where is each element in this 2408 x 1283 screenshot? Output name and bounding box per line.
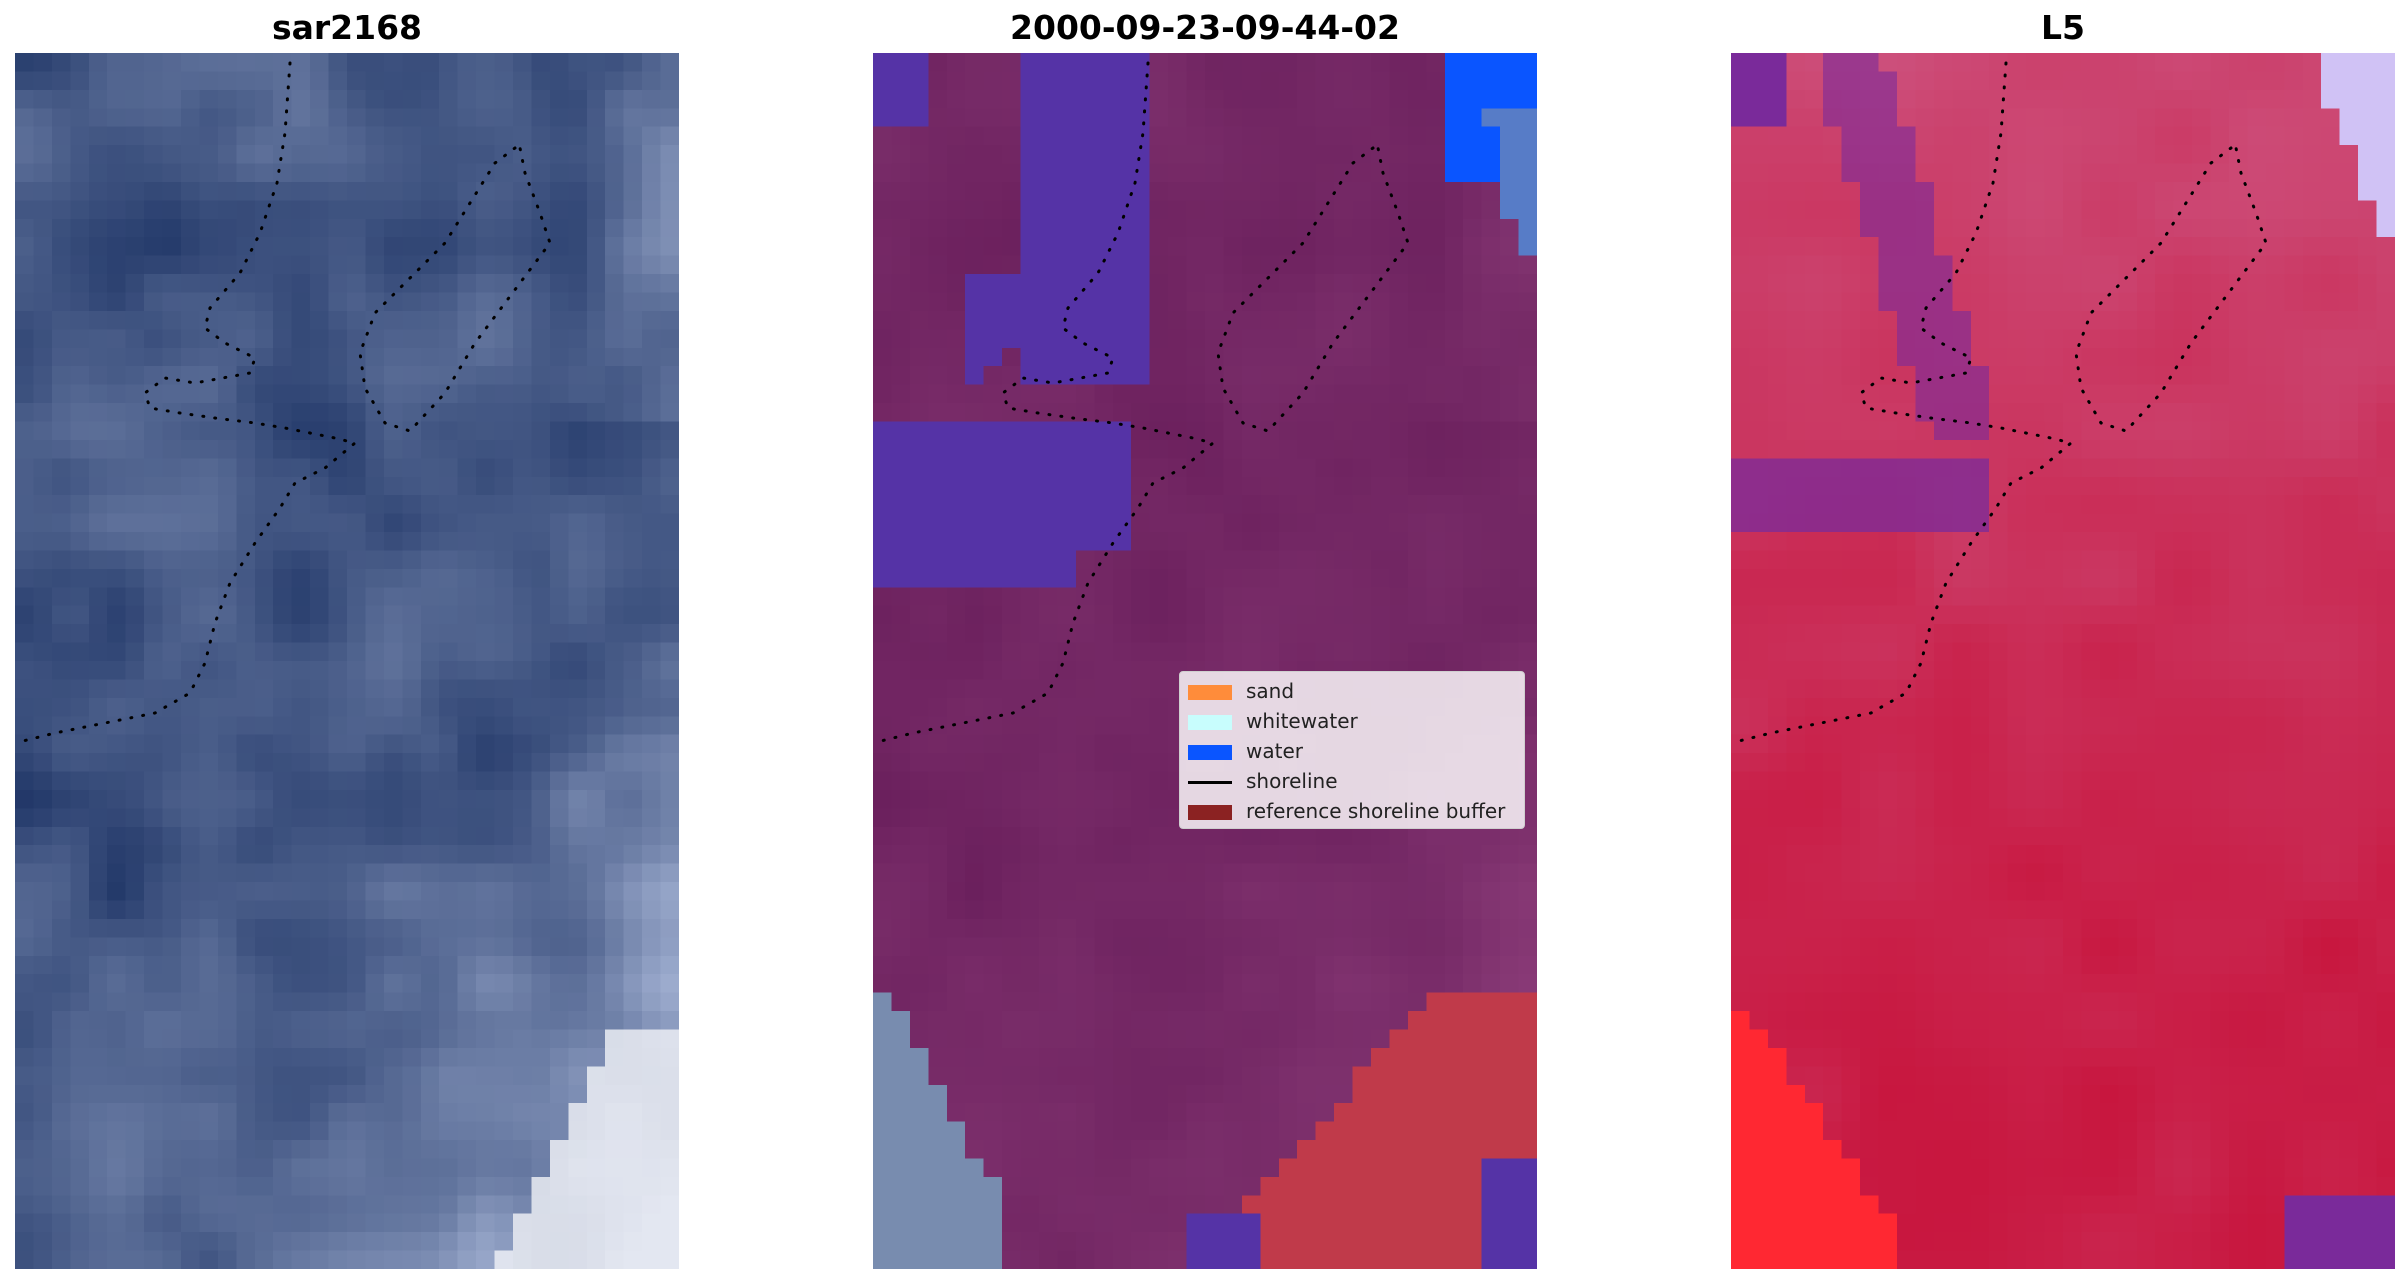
legend-swatch-whitewater [1188, 715, 1232, 730]
legend-item-whitewater: whitewater [1180, 707, 1524, 737]
legend-label-whitewater: whitewater [1246, 709, 1358, 733]
shoreline-path [873, 61, 1410, 745]
panel-title-rgb: sar2168 [271, 8, 423, 47]
legend-swatch-water [1188, 745, 1232, 760]
index-panel [1731, 53, 2395, 1269]
legend-swatch-reference-buffer [1188, 805, 1232, 820]
shoreline-path [15, 61, 552, 745]
legend-item-shoreline: shoreline [1180, 767, 1524, 797]
legend-label-shoreline: shoreline [1246, 769, 1338, 793]
classification-panel [873, 53, 1537, 1269]
legend-label-water: water [1246, 739, 1303, 763]
shoreline-path [1731, 61, 2268, 745]
shoreline-overlay [1731, 61, 2268, 745]
index-image [1731, 53, 2395, 1269]
classification-image [873, 53, 1537, 1269]
legend-label-sand: sand [1246, 679, 1295, 703]
legend-item-sand: sand [1180, 677, 1524, 707]
rgb-image-panel [15, 53, 679, 1269]
legend-item-reference-buffer: reference shoreline buffer [1180, 797, 1524, 827]
legend-label-reference-buffer: reference shoreline buffer [1246, 799, 1506, 823]
legend-line-shoreline [1188, 781, 1232, 784]
legend-item-water: water [1180, 737, 1524, 767]
legend-swatch-sand [1188, 685, 1232, 700]
rgb-image [15, 53, 679, 1269]
shoreline-overlay [873, 61, 1410, 745]
panel-title-index: L5 [2041, 8, 2085, 47]
legend: sand whitewater water shoreline referenc… [1179, 671, 1525, 829]
shoreline-overlay [15, 61, 552, 745]
panel-title-classification: 2000-09-23-09-44-02 [1010, 8, 1400, 47]
